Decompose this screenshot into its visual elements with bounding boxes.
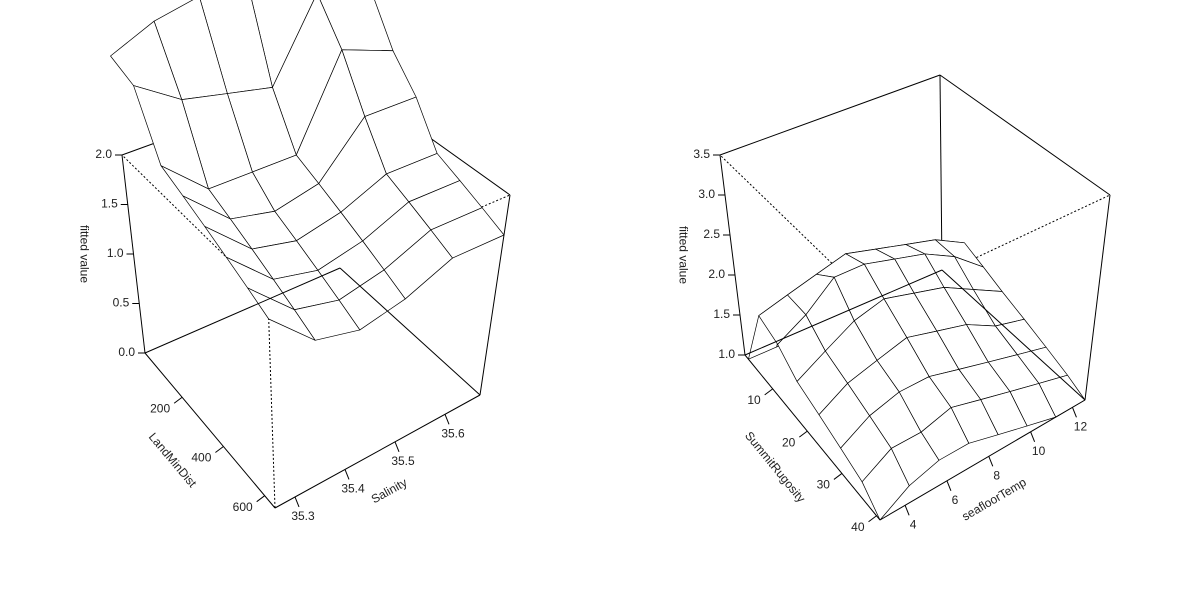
z-tick-label: 3.0 xyxy=(698,187,715,201)
x-tick-label: 200 xyxy=(150,401,170,415)
y-tick xyxy=(344,469,350,480)
box-edge xyxy=(719,74,941,156)
x-tick-label: 10 xyxy=(747,393,761,407)
y-tick xyxy=(444,414,450,425)
box-edge xyxy=(479,194,511,396)
x-tick-label: 400 xyxy=(191,451,211,465)
y-tick xyxy=(294,496,300,508)
y-tick-label: 10 xyxy=(1032,444,1046,458)
x-tick xyxy=(215,446,224,453)
box-edge xyxy=(941,269,1086,401)
y-tick-label: 35.4 xyxy=(341,482,365,496)
z-tick-label: 2.0 xyxy=(708,267,725,281)
box-edge xyxy=(267,297,276,509)
y-tick-label: 12 xyxy=(1074,420,1088,434)
z-tick-label: 1.5 xyxy=(713,307,730,321)
surface-facet xyxy=(861,448,910,521)
z-tick-label: 0.0 xyxy=(118,345,135,359)
z-tick-label: 1.0 xyxy=(718,347,735,361)
box-edge xyxy=(144,352,276,509)
box-edge xyxy=(744,354,881,521)
z-tick-label: 3.5 xyxy=(693,147,710,161)
box-edge xyxy=(939,74,943,271)
x-tick-label: 40 xyxy=(851,520,865,534)
y-tick xyxy=(988,456,994,467)
y-tick-label: 35.3 xyxy=(291,509,315,523)
y-tick xyxy=(946,480,952,492)
x-tick-label: 30 xyxy=(817,478,831,492)
y-tick-label: 35.6 xyxy=(441,426,465,440)
z-tick-label: 1.5 xyxy=(101,197,118,211)
y-tick xyxy=(394,441,400,453)
box-edge xyxy=(719,154,746,356)
box-edge xyxy=(339,267,481,396)
y-tick-label: 6 xyxy=(952,493,959,507)
z-tick-label: 2.5 xyxy=(703,227,720,241)
x-tick-label: 20 xyxy=(782,435,796,449)
z-tick-label: 2.0 xyxy=(95,147,112,161)
z-tick-label: 0.5 xyxy=(113,296,130,310)
y-tick-label: 4 xyxy=(910,517,917,531)
y-tick xyxy=(904,505,910,516)
box-edge xyxy=(144,267,341,354)
x-tick xyxy=(868,515,877,523)
y-tick-label: 8 xyxy=(993,468,1000,482)
x-tick-label: 600 xyxy=(233,500,253,514)
box-edge xyxy=(274,394,481,509)
x-tick xyxy=(173,396,183,404)
box-edge xyxy=(939,74,1111,196)
x-tick xyxy=(764,388,773,396)
box-edge xyxy=(874,194,1111,306)
y-tick-label: 35.5 xyxy=(391,454,415,468)
z-axis-title: fitted value xyxy=(676,226,690,284)
z-axis-title: fitted value xyxy=(77,225,91,283)
x-tick xyxy=(833,473,843,480)
z-tick-label: 1.0 xyxy=(107,246,124,260)
y-tick xyxy=(1030,431,1036,443)
box-edge xyxy=(879,399,1086,521)
x-tick xyxy=(799,430,808,438)
y-tick xyxy=(1071,407,1077,418)
x-tick xyxy=(256,495,265,503)
box-edge xyxy=(1084,194,1111,401)
box-edge xyxy=(744,269,943,356)
